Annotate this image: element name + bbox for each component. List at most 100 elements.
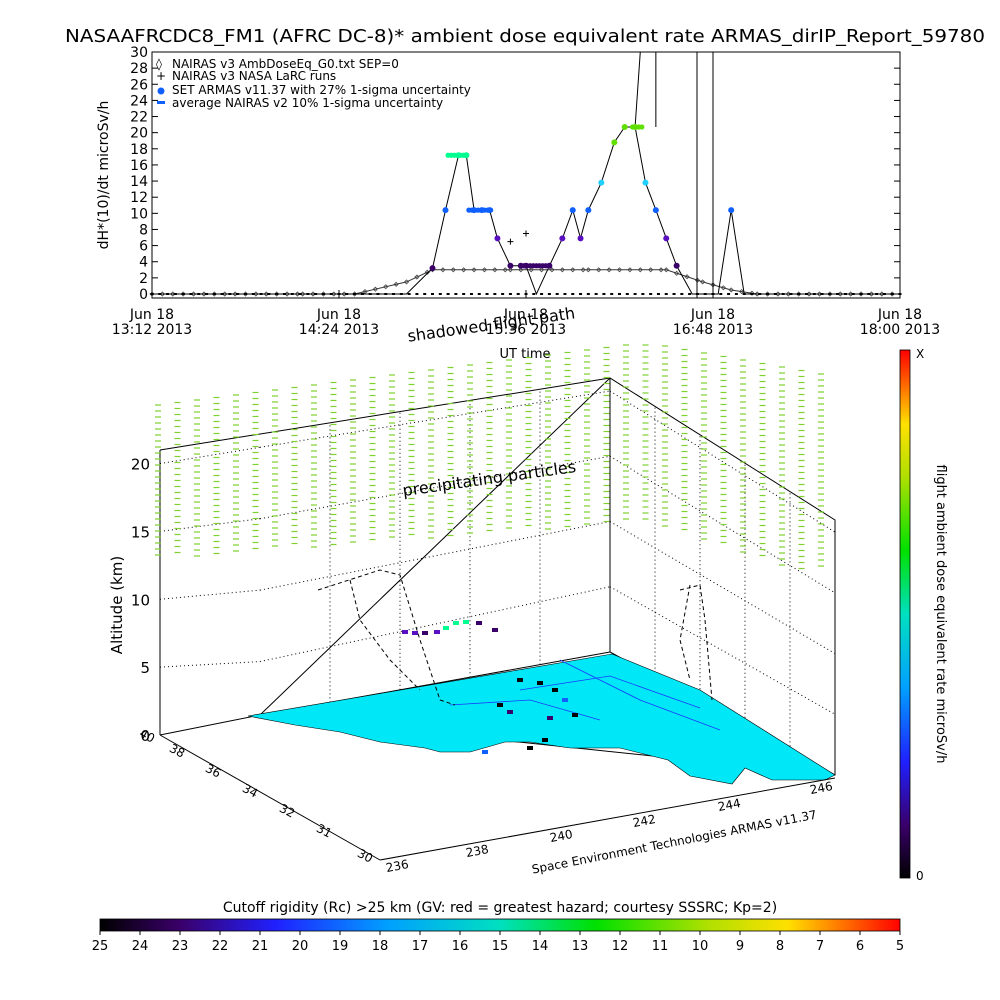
series-armas-point <box>577 235 584 242</box>
legend: ◊ NAIRAS v3 AmbDoseEq_G0.txt SEP=0 + NAI… <box>156 57 471 110</box>
lat-tick-label: 32 <box>277 801 297 821</box>
y-tick-label: 2 <box>139 271 148 287</box>
series-armas-baseline <box>267 293 271 295</box>
series-armas-baseline <box>524 293 528 295</box>
series-armas-baseline <box>337 293 341 295</box>
rc-tick-label: 5 <box>896 939 904 954</box>
series-larc-point <box>523 230 529 237</box>
series-armas-baseline <box>212 293 216 295</box>
colorbar-top-label: X <box>916 347 924 361</box>
z-gridline <box>159 661 261 668</box>
series-nairas-v3-point <box>674 270 680 276</box>
series-armas-baseline <box>773 293 777 295</box>
series-armas-baseline <box>781 293 785 295</box>
series-armas-baseline <box>727 293 731 295</box>
dose-rate-colorbar-gradient <box>899 349 911 879</box>
y-tick-label: 14 <box>130 174 148 190</box>
series-nairas-v3-point <box>720 285 726 291</box>
legend-marker-plus: + <box>156 69 166 83</box>
series-armas-baseline <box>423 293 427 295</box>
x-tick-time: 13:12 2013 <box>112 322 192 338</box>
rc-tick-label: 25 <box>92 939 109 954</box>
z-axis-label: Altitude (km) <box>108 556 126 654</box>
series-nairas-v3-point <box>580 267 586 273</box>
series-armas-baseline <box>711 293 715 295</box>
series-armas-baseline <box>438 293 442 295</box>
terrain-map <box>247 653 836 785</box>
longitude-axis: 236 238 240 242 244 246 <box>385 779 834 875</box>
series-nairas-v3-point <box>471 267 477 273</box>
series-armas-point <box>442 207 449 214</box>
series-armas-baseline <box>446 293 450 295</box>
legend-entry-set-armas: SET ARMAS v11.37 with 27% 1-sigma uncert… <box>157 83 471 97</box>
series-armas-point <box>663 235 670 242</box>
series-nairas-v3-point <box>637 267 643 273</box>
flight-point <box>572 713 578 717</box>
series-armas-baseline <box>703 293 707 295</box>
series-armas-baseline <box>314 293 318 295</box>
series-armas-baseline <box>228 293 232 295</box>
flight-point <box>547 716 553 720</box>
series-armas-baseline <box>244 293 247 295</box>
series-armas-baseline <box>797 293 801 295</box>
legend-label: SET ARMAS v11.37 with 27% 1-sigma uncert… <box>172 83 471 97</box>
series-armas-baseline <box>875 293 879 295</box>
legend-marker-bar <box>157 101 165 104</box>
series-armas-baseline <box>173 293 177 295</box>
rc-tick-label: 11 <box>652 939 669 954</box>
series-armas-baseline <box>625 293 629 295</box>
3d-gridlines <box>159 389 836 751</box>
rc-tick-label: 12 <box>612 939 629 954</box>
series-armas-baseline <box>220 293 224 295</box>
series-armas-baseline <box>282 293 286 295</box>
flight-point <box>453 621 459 625</box>
flight-point <box>434 630 440 634</box>
series-armas-baseline <box>236 293 240 295</box>
series-nairas-v3-point <box>383 284 389 290</box>
series-nairas-v3-point <box>539 267 545 273</box>
lat-tick-label: 38 <box>167 741 187 761</box>
cutoff-rigidity-colorbar: Cutoff rigidity (Rc) >25 km (GV: red = g… <box>92 900 904 954</box>
series-armas-baseline <box>882 293 886 295</box>
z-gridline <box>159 589 261 600</box>
series-nairas-v3-point <box>684 274 690 280</box>
flight-point <box>542 738 548 742</box>
flight-point <box>497 703 503 707</box>
series-nairas-v3-point <box>700 279 706 285</box>
y-tick-label: 6 <box>139 239 148 255</box>
y-tick-label: 0 <box>139 287 148 303</box>
series-armas-baseline <box>789 293 793 295</box>
series-armas-point <box>488 207 494 213</box>
series-nairas-v3-point <box>585 267 591 273</box>
series-armas-baseline <box>376 293 380 295</box>
series-armas-point <box>639 124 645 130</box>
series-armas-baseline <box>758 293 762 295</box>
series-armas-baseline <box>415 293 419 295</box>
z-gridline-back <box>259 455 611 520</box>
x-tick-date: Jun 18 <box>129 307 174 323</box>
series-armas-baseline <box>594 293 598 295</box>
z-axis: 0 5 10 15 20 <box>131 456 150 745</box>
series-armas-baseline <box>345 293 349 295</box>
z-tick-label: 10 <box>131 591 150 609</box>
series-nairas-v3-point <box>362 289 368 295</box>
x-tick-time: 16:48 2013 <box>673 322 753 338</box>
y-tick-label: 16 <box>130 158 148 174</box>
series-armas-baseline <box>859 293 863 295</box>
series-nairas-v3-point <box>502 267 508 273</box>
rc-tick-label: 16 <box>452 939 469 954</box>
series-armas-point <box>642 179 649 186</box>
series-armas-baseline <box>454 293 458 295</box>
series-armas-baseline <box>680 293 684 295</box>
series-armas-baseline <box>843 293 847 295</box>
z-gridline-back <box>259 586 611 663</box>
x-axis-label: UT time <box>500 347 551 362</box>
series-armas-baseline <box>290 293 294 295</box>
flight-point <box>492 628 498 632</box>
rc-tick-label: 20 <box>292 939 309 954</box>
legend-label: NAIRAS v3 AmbDoseEq_G0.txt SEP=0 <box>172 57 399 71</box>
series-armas-baseline <box>851 293 855 295</box>
y-tick-label: 28 <box>130 61 148 77</box>
lat-axis-line <box>159 734 381 861</box>
series-armas-point <box>673 262 680 269</box>
